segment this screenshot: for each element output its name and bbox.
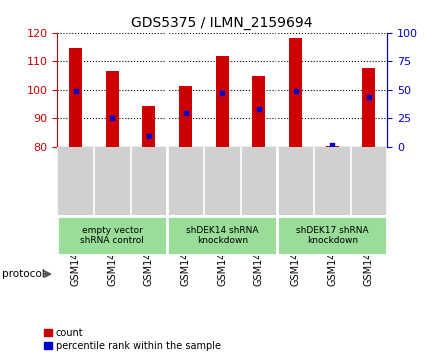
Text: protocol: protocol [2, 269, 45, 279]
Bar [277, 216, 387, 255]
Bar [253, 76, 265, 147]
Bar [363, 68, 375, 147]
Bar [289, 38, 302, 147]
Point [182, 110, 189, 116]
Bar [216, 56, 229, 147]
Bar [106, 71, 119, 147]
Title: GDS5375 / ILMN_2159694: GDS5375 / ILMN_2159694 [132, 16, 313, 30]
Bar [69, 48, 82, 147]
Legend: count, percentile rank within the sample: count, percentile rank within the sample [40, 324, 224, 355]
Bar [179, 86, 192, 147]
Bar [167, 216, 277, 255]
Text: empty vector
shRNA control: empty vector shRNA control [80, 226, 144, 245]
Bar [57, 216, 167, 255]
Point [329, 142, 336, 148]
Text: shDEK14 shRNA
knockdown: shDEK14 shRNA knockdown [186, 226, 258, 245]
Bar [326, 146, 339, 147]
Point [219, 90, 226, 96]
Text: shDEK17 shRNA
knockdown: shDEK17 shRNA knockdown [296, 226, 369, 245]
Point [292, 88, 299, 94]
Point [109, 115, 116, 121]
Point [255, 106, 262, 112]
Bar [143, 106, 155, 147]
Point [365, 94, 372, 99]
Point [145, 132, 152, 138]
Point [72, 88, 79, 94]
